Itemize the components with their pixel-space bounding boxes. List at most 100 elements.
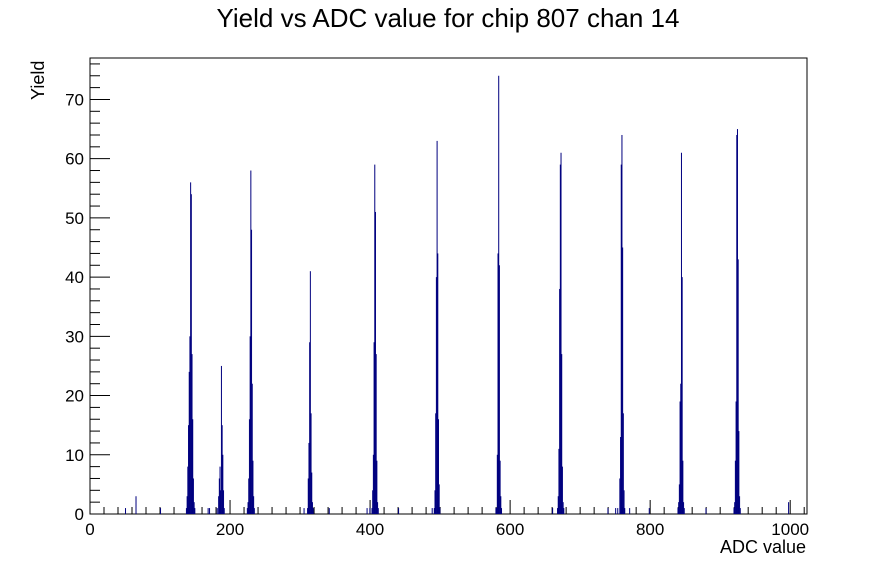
y-tick-label: 10 — [65, 446, 84, 465]
histogram-bin — [498, 265, 500, 514]
histogram-bin — [251, 229, 253, 514]
histogram-bin — [194, 508, 196, 514]
histogram-bin — [681, 277, 683, 514]
histogram-bin — [434, 490, 436, 514]
histogram-bin — [185, 508, 187, 514]
histogram-bin — [559, 288, 561, 514]
histogram-bin — [734, 502, 736, 514]
histogram-bin — [619, 478, 621, 514]
histogram-bin — [372, 454, 374, 514]
histogram-bin — [678, 502, 680, 514]
x-axis-title: ADC value — [719, 537, 806, 557]
histogram-bin — [125, 508, 127, 514]
histogram-bin — [435, 277, 437, 514]
histogram-bin — [705, 508, 707, 514]
histogram-bin — [307, 508, 309, 514]
histogram-bin — [683, 508, 685, 514]
histogram-bin — [135, 496, 137, 514]
histogram-bin — [737, 259, 739, 514]
x-tick-label: 200 — [216, 520, 244, 539]
histogram-bin — [683, 502, 685, 514]
histogram-bin — [193, 502, 195, 514]
histogram-bin — [248, 419, 250, 514]
histogram-bin — [437, 253, 439, 514]
histogram-bin — [191, 354, 193, 514]
y-tick-label: 50 — [65, 209, 84, 228]
histogram-bin — [310, 413, 312, 514]
histogram-series — [125, 75, 790, 515]
histogram-bin — [207, 508, 209, 514]
histogram-bin — [218, 478, 220, 514]
histogram-bin — [437, 419, 439, 514]
histogram-bin — [375, 354, 377, 514]
histogram-bin — [615, 508, 617, 514]
histogram-bin — [498, 75, 500, 514]
histogram-bin — [680, 152, 682, 515]
histogram-bin — [398, 508, 400, 514]
histogram-bin — [496, 454, 498, 514]
histogram-bin — [739, 508, 741, 514]
y-tick-label: 20 — [65, 387, 84, 406]
histogram-bin — [189, 336, 191, 514]
y-tick-label: 40 — [65, 268, 84, 287]
histogram-bin — [624, 508, 626, 514]
histogram-bin — [736, 134, 738, 515]
histogram-bin — [309, 271, 311, 514]
histogram-bin — [209, 508, 211, 514]
histogram-bin — [307, 478, 309, 514]
histogram-bin — [435, 413, 437, 514]
histogram-bin — [734, 460, 736, 514]
histogram-bin — [788, 502, 790, 514]
histogram-bin — [311, 502, 313, 514]
histogram-bin — [374, 164, 376, 514]
histogram-bin — [188, 425, 190, 514]
histogram-bin — [374, 211, 376, 514]
histogram-bin — [562, 502, 564, 514]
histogram-bin — [561, 354, 563, 514]
histogram-bin — [563, 508, 565, 514]
histogram-bin — [328, 508, 330, 514]
histogram-bin — [221, 425, 223, 514]
histogram-bin — [735, 401, 737, 514]
x-tick-label: 600 — [496, 520, 524, 539]
histogram-bin — [501, 508, 503, 514]
histogram-bin — [677, 508, 679, 514]
histogram-bin — [366, 508, 368, 514]
histogram-bin — [561, 466, 563, 514]
histogram-bin — [250, 170, 252, 515]
histogram-bin — [220, 365, 222, 514]
histogram-bin — [192, 419, 194, 514]
histogram-bin — [223, 490, 225, 514]
histogram-bin — [372, 490, 374, 514]
histogram-bin — [436, 140, 438, 514]
histogram-bin — [607, 508, 609, 514]
histogram-bin — [216, 508, 218, 514]
histogram-bin — [679, 401, 681, 514]
histogram-bin — [629, 508, 631, 514]
histogram-bin — [160, 508, 162, 514]
histogram-bin — [247, 502, 249, 514]
histogram-bin — [497, 253, 499, 514]
histogram-bin — [252, 460, 254, 514]
histogram-bin — [648, 508, 650, 514]
histogram-bin — [312, 508, 314, 514]
y-tick-label: 0 — [75, 505, 84, 524]
histogram-bin — [249, 336, 251, 514]
histogram-bin — [738, 431, 740, 514]
histogram-bin — [369, 508, 371, 514]
x-tick-label: 800 — [636, 520, 664, 539]
histogram-bin — [682, 460, 684, 514]
histogram-bin — [222, 454, 224, 514]
histogram-bin — [733, 508, 735, 514]
chart-title: Yield vs ADC value for chip 807 chan 14 — [216, 3, 680, 33]
histogram-bin — [557, 496, 559, 514]
histogram-bin — [622, 247, 624, 514]
histogram-bin — [187, 466, 189, 514]
histogram-bin — [736, 129, 738, 514]
histogram-bin — [620, 164, 622, 514]
histogram-bin — [377, 502, 379, 514]
histogram-bin — [253, 508, 255, 514]
histogram-bin — [192, 478, 194, 514]
histogram-bin — [376, 460, 378, 514]
